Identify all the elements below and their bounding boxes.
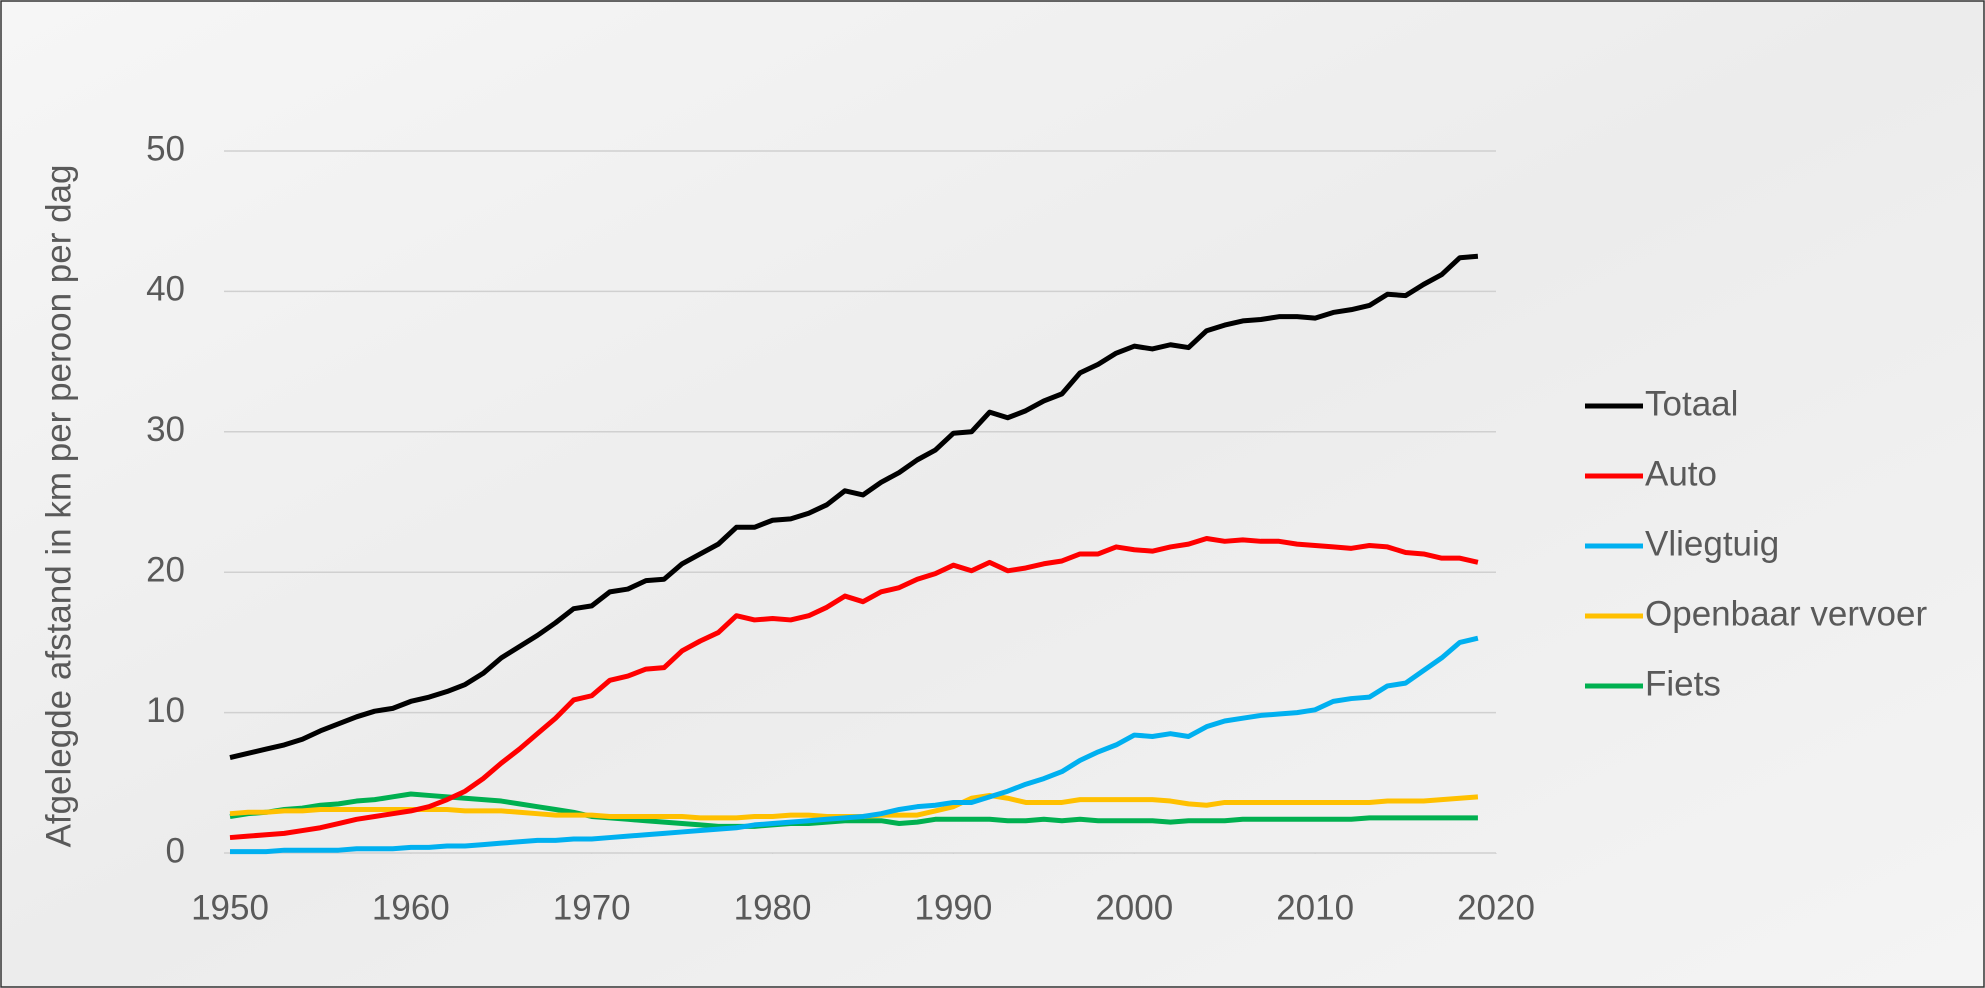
y-tick-label: 0 [166,831,185,870]
legend-label: Vliegtuig [1645,524,1779,563]
x-tick-label: 1990 [914,888,992,927]
x-tick-label: 1980 [734,888,812,927]
x-tick-label: 2020 [1457,888,1535,927]
x-tick-label: 1970 [553,888,631,927]
series-line [229,253,1479,760]
y-tick-label: 20 [146,550,185,589]
y-tick-label: 10 [146,691,185,730]
y-axis-label: Afgelegde afstand in km per peroon per d… [39,165,78,848]
x-tick-label: 1960 [372,888,450,927]
legend-label: Fiets [1645,664,1721,703]
y-tick-label: 30 [146,410,185,449]
y-tick-label: 40 [146,270,185,309]
legend-label: Totaal [1645,384,1738,423]
x-tick-label: 2010 [1276,888,1354,927]
y-tick-label: 50 [146,129,185,168]
legend-label: Auto [1645,454,1717,493]
series-line [229,536,1479,841]
series-line [229,791,1478,829]
x-tick-label: 2000 [1095,888,1173,927]
series-line [230,635,1479,855]
x-tick-label: 1950 [191,888,269,927]
legend-label: Openbaar vervoer [1645,594,1927,633]
